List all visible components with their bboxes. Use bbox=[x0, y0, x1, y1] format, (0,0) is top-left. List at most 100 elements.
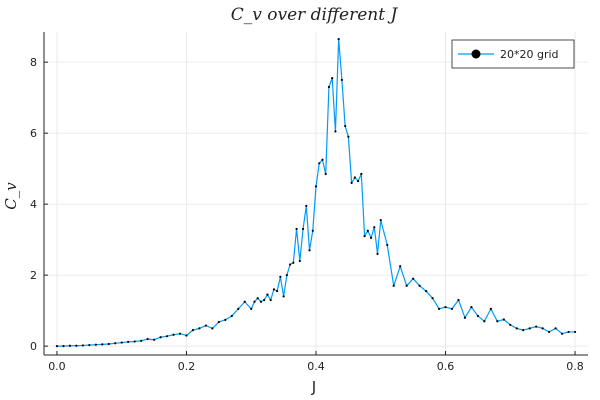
data-point bbox=[509, 323, 512, 326]
data-point bbox=[94, 343, 97, 346]
data-point bbox=[444, 305, 447, 309]
data-point bbox=[350, 181, 353, 184]
data-point bbox=[272, 288, 276, 291]
y-tick-label: 0 bbox=[30, 340, 37, 353]
data-point bbox=[573, 330, 577, 334]
data-point bbox=[133, 340, 136, 343]
chart-title: C_v over different J bbox=[231, 5, 399, 25]
data-point bbox=[360, 172, 363, 176]
data-point bbox=[392, 284, 395, 287]
data-point bbox=[327, 85, 331, 89]
data-point bbox=[165, 335, 169, 338]
data-point bbox=[476, 314, 480, 318]
x-tick-label: 0.0 bbox=[48, 360, 66, 373]
data-point bbox=[224, 318, 227, 321]
legend-marker bbox=[471, 49, 481, 59]
data-point bbox=[457, 298, 460, 302]
data-point bbox=[437, 307, 441, 310]
data-point bbox=[250, 307, 253, 310]
y-tick-label: 2 bbox=[30, 269, 37, 282]
data-point bbox=[140, 339, 143, 342]
data-point bbox=[318, 162, 321, 165]
data-point bbox=[369, 236, 373, 239]
data-point bbox=[172, 333, 175, 336]
data-point bbox=[178, 332, 182, 335]
data-point bbox=[88, 343, 91, 347]
data-point bbox=[305, 204, 308, 208]
data-point bbox=[266, 293, 269, 296]
data-point bbox=[337, 37, 340, 41]
data-point bbox=[288, 263, 292, 266]
data-point bbox=[55, 345, 59, 348]
data-point bbox=[120, 341, 123, 344]
data-point bbox=[424, 290, 428, 293]
data-point bbox=[450, 307, 454, 310]
data-point bbox=[412, 277, 415, 280]
legend: 20*20 grid bbox=[451, 39, 575, 69]
data-point bbox=[282, 295, 285, 298]
ticks-layer: 0.0 0.2 0.4 0.6 0.8 0 2 4 6 8 bbox=[30, 56, 584, 373]
data-point bbox=[279, 275, 282, 279]
data-point bbox=[81, 344, 84, 347]
data-point bbox=[334, 130, 337, 133]
legend-label: 20*20 grid bbox=[500, 48, 559, 61]
data-point bbox=[101, 343, 104, 346]
data-point bbox=[399, 265, 402, 268]
data-point bbox=[535, 325, 538, 328]
data-point bbox=[541, 327, 544, 330]
data-point bbox=[75, 344, 78, 347]
data-point bbox=[298, 259, 301, 263]
data-point bbox=[405, 284, 408, 287]
data-point bbox=[496, 320, 499, 323]
data-point bbox=[311, 229, 314, 232]
data-point bbox=[363, 234, 366, 238]
data-point bbox=[146, 337, 149, 341]
data-point bbox=[483, 320, 486, 323]
data-point bbox=[152, 338, 156, 341]
data-point bbox=[567, 330, 570, 334]
data-point bbox=[204, 324, 208, 327]
data-point bbox=[159, 336, 162, 339]
data-point bbox=[340, 78, 344, 82]
data-point bbox=[230, 314, 233, 318]
data-point bbox=[353, 176, 356, 179]
data-point bbox=[127, 340, 130, 343]
data-point bbox=[276, 290, 279, 293]
data-point bbox=[356, 179, 360, 183]
data-point bbox=[548, 330, 551, 334]
data-point bbox=[324, 172, 327, 176]
data-point bbox=[373, 226, 376, 229]
data-point bbox=[515, 327, 518, 330]
x-axis-label: J bbox=[311, 378, 316, 396]
data-point bbox=[314, 185, 318, 188]
data-point bbox=[379, 219, 382, 222]
y-tick-label: 8 bbox=[30, 56, 37, 69]
x-tick-label: 0.4 bbox=[307, 360, 325, 373]
data-point bbox=[386, 243, 389, 247]
data-point bbox=[237, 307, 240, 310]
data-point bbox=[344, 124, 347, 128]
data-point bbox=[292, 261, 295, 264]
data-point bbox=[463, 316, 467, 319]
data-point bbox=[295, 227, 298, 231]
data-point bbox=[191, 329, 195, 332]
data-point bbox=[269, 298, 272, 302]
data-point bbox=[256, 297, 259, 300]
data-point bbox=[376, 252, 379, 255]
y-tick-label: 4 bbox=[30, 198, 37, 211]
x-tick-label: 0.2 bbox=[178, 360, 196, 373]
data-point bbox=[470, 305, 473, 309]
data-point bbox=[198, 327, 201, 330]
data-point bbox=[301, 227, 305, 231]
y-tick-label: 6 bbox=[30, 127, 37, 140]
data-point bbox=[217, 320, 220, 324]
data-point bbox=[259, 300, 263, 303]
x-tick-label: 0.6 bbox=[437, 360, 455, 373]
data-point bbox=[347, 135, 350, 138]
series-layer bbox=[55, 37, 577, 348]
data-point bbox=[185, 334, 188, 337]
data-point bbox=[522, 329, 525, 332]
y-axis-label: C_v bbox=[2, 182, 20, 210]
data-point bbox=[263, 298, 266, 302]
